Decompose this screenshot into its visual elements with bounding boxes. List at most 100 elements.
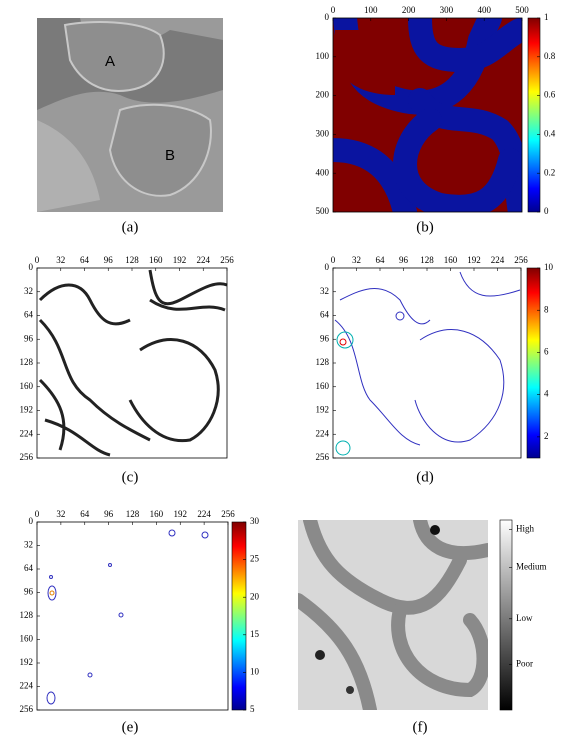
x-tick-label: 400 xyxy=(477,5,491,15)
x-tick-label: 160 xyxy=(444,255,458,265)
x-tick-label: 96 xyxy=(399,255,409,265)
y-tick-label: 0 xyxy=(325,262,330,272)
x-tick-label: 200 xyxy=(402,5,416,15)
colorbar-tick-label: 0.4 xyxy=(544,128,556,138)
y-tick-label: 32 xyxy=(24,286,33,296)
region-label: B xyxy=(165,147,175,164)
y-tick-label: 192 xyxy=(20,657,34,667)
y-tick-label: 128 xyxy=(20,357,34,367)
y-tick-label: 256 xyxy=(20,452,34,462)
colorbar-tick-label: 0.8 xyxy=(544,51,556,61)
x-tick-label: 64 xyxy=(80,255,90,265)
colorbar-tick-label: Poor xyxy=(516,658,533,668)
y-tick-label: 64 xyxy=(320,310,330,320)
y-tick-label: 224 xyxy=(20,428,34,438)
x-tick-label: 0 xyxy=(35,255,40,265)
caption: (a) xyxy=(122,219,139,235)
caption: (d) xyxy=(416,469,434,485)
x-tick-label: 64 xyxy=(376,255,386,265)
caption: (c) xyxy=(122,469,139,485)
colorbar-tick-label: 1 xyxy=(544,12,549,22)
axes-frame xyxy=(332,267,522,459)
x-tick-label: 64 xyxy=(80,509,90,519)
y-tick-label: 400 xyxy=(316,167,330,177)
y-tick-label: 0 xyxy=(29,262,34,272)
y-tick-label: 96 xyxy=(24,587,34,597)
caption: (b) xyxy=(416,219,434,235)
y-tick-label: 224 xyxy=(316,428,330,438)
x-tick-label: 128 xyxy=(126,509,140,519)
axes-frame xyxy=(332,17,523,213)
x-tick-label: 256 xyxy=(514,255,528,265)
y-tick-label: 192 xyxy=(20,405,34,415)
y-tick-label: 256 xyxy=(316,452,330,462)
colorbar-tick-label: 0.2 xyxy=(544,167,555,177)
x-tick-label: 160 xyxy=(149,255,163,265)
x-tick-label: 96 xyxy=(104,509,114,519)
colorbar xyxy=(526,267,541,459)
colorbar xyxy=(231,521,247,711)
panel-c-edges xyxy=(38,269,228,457)
colorbar-tick-label: 5 xyxy=(250,704,255,714)
x-tick-label: 32 xyxy=(56,509,65,519)
colorbar-tick-label: 8 xyxy=(544,304,549,314)
panel-d-contours xyxy=(334,271,521,456)
x-tick-label: 128 xyxy=(420,255,434,265)
colorbar-tick-label: 10 xyxy=(544,262,554,272)
x-tick-label: 192 xyxy=(173,255,187,265)
x-tick-label: 32 xyxy=(352,255,361,265)
y-tick-label: 100 xyxy=(316,51,330,61)
y-tick-label: 128 xyxy=(316,357,330,367)
x-tick-label: 0 xyxy=(331,5,336,15)
y-tick-label: 200 xyxy=(316,90,330,100)
colorbar-tick-label: Medium xyxy=(516,562,547,572)
y-tick-label: 160 xyxy=(20,634,34,644)
panel-f-image xyxy=(298,520,488,710)
y-tick-label: 160 xyxy=(316,381,330,391)
x-tick-label: 96 xyxy=(104,255,114,265)
y-tick-label: 96 xyxy=(320,333,330,343)
x-tick-label: 224 xyxy=(197,509,211,519)
x-tick-label: 32 xyxy=(56,255,65,265)
x-tick-label: 0 xyxy=(331,255,336,265)
x-tick-label: 192 xyxy=(174,509,188,519)
colorbar-tick-label: 0.6 xyxy=(544,90,556,100)
y-tick-label: 192 xyxy=(316,405,330,415)
colorbar-tick-label: 30 xyxy=(250,516,260,526)
x-tick-label: 160 xyxy=(150,509,164,519)
y-tick-label: 32 xyxy=(320,286,329,296)
colorbar-tick-label: Low xyxy=(516,613,533,623)
axes-frame xyxy=(36,521,229,711)
y-tick-label: 160 xyxy=(20,381,34,391)
x-tick-label: 0 xyxy=(35,509,40,519)
x-tick-label: 100 xyxy=(364,5,378,15)
colorbar-tick-label: 25 xyxy=(250,554,260,564)
y-tick-label: 300 xyxy=(316,128,330,138)
colorbar-tick-label: 2 xyxy=(544,431,549,441)
y-tick-label: 64 xyxy=(24,563,34,573)
y-tick-label: 0 xyxy=(29,516,34,526)
region-label: A xyxy=(105,53,115,70)
y-tick-label: 128 xyxy=(20,610,34,620)
colorbar-tick-label: 6 xyxy=(544,347,549,357)
x-tick-label: 224 xyxy=(197,255,211,265)
colorbar xyxy=(499,519,513,711)
y-tick-label: 0 xyxy=(325,12,330,22)
x-tick-label: 192 xyxy=(467,255,481,265)
colorbar-tick-label: 4 xyxy=(544,389,549,399)
caption: (e) xyxy=(122,719,139,735)
y-tick-label: 64 xyxy=(24,310,34,320)
y-tick-label: 256 xyxy=(20,704,34,714)
colorbar-tick-label: 20 xyxy=(250,591,260,601)
y-tick-label: 224 xyxy=(20,681,34,691)
y-tick-label: 32 xyxy=(24,540,33,550)
y-tick-label: 96 xyxy=(24,333,34,343)
colorbar-tick-label: 0 xyxy=(544,206,549,216)
panel-b-map xyxy=(333,18,522,212)
x-tick-label: 128 xyxy=(125,255,139,265)
panel-e-contours xyxy=(46,529,209,705)
x-tick-label: 256 xyxy=(221,509,235,519)
x-tick-label: 224 xyxy=(491,255,505,265)
x-tick-label: 300 xyxy=(440,5,454,15)
